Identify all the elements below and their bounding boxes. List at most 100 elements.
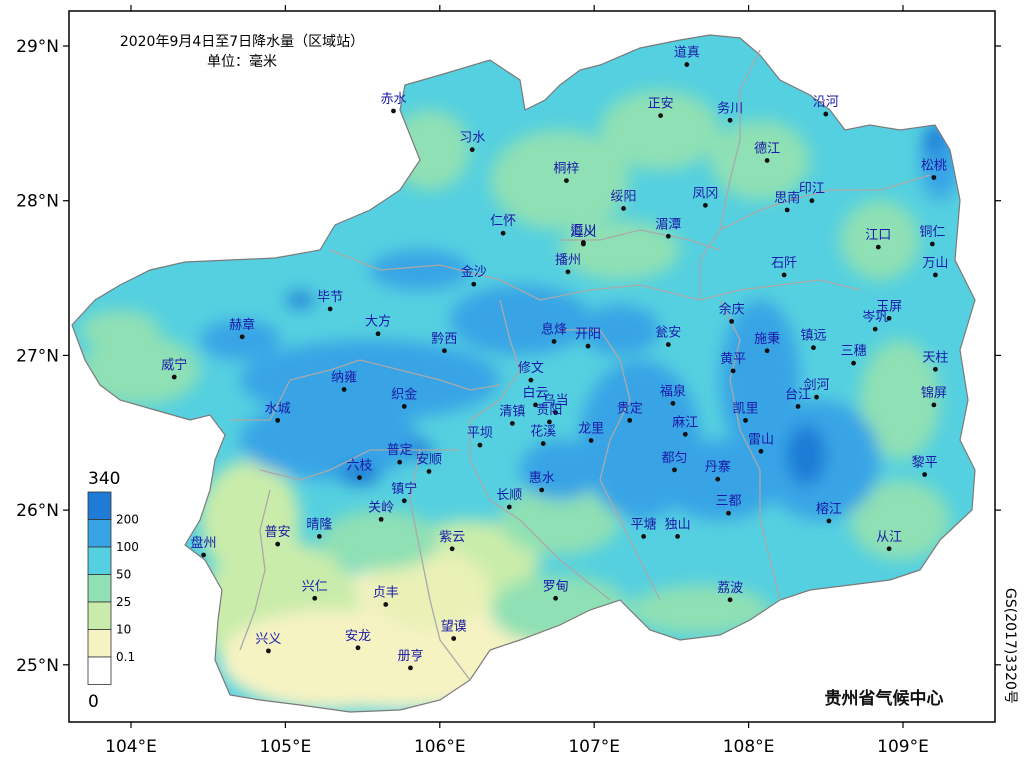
station-label: 白云 bbox=[523, 385, 549, 401]
station: 习水 bbox=[459, 131, 485, 153]
station: 施秉 bbox=[754, 331, 780, 354]
station: 铜仁 bbox=[919, 225, 945, 247]
station-dot bbox=[726, 510, 731, 516]
station: 平坝 bbox=[467, 426, 493, 448]
station: 贵定 bbox=[617, 401, 643, 423]
station-dot bbox=[312, 595, 318, 601]
station-dot bbox=[931, 402, 937, 408]
station: 开阳 bbox=[575, 327, 601, 349]
station: 纳雍 bbox=[331, 369, 357, 392]
station-dot bbox=[509, 421, 515, 426]
station-label: 兴义 bbox=[255, 632, 281, 647]
station-dot bbox=[588, 438, 594, 443]
station-label: 兴仁 bbox=[302, 579, 328, 594]
station: 江口 bbox=[865, 228, 891, 250]
station-dot bbox=[658, 113, 663, 119]
lat-label: 26°N bbox=[16, 501, 59, 521]
station: 六枝 bbox=[347, 459, 373, 481]
lon-label: 107°E bbox=[568, 737, 620, 757]
legend-bins: 200 100 50 25 10 0.1 bbox=[87, 491, 139, 685]
station-dot bbox=[553, 410, 558, 416]
station-dot bbox=[357, 475, 362, 481]
station-dot bbox=[684, 62, 690, 67]
station-label: 关岭 bbox=[368, 500, 394, 515]
legend: 340 200 100 50 25 10 0.1 0 bbox=[87, 469, 139, 712]
station-label: 福泉 bbox=[660, 383, 686, 399]
station-dot bbox=[477, 442, 483, 448]
station-dot bbox=[727, 597, 733, 603]
station-dot bbox=[266, 648, 271, 654]
station-label: 普定 bbox=[387, 443, 413, 458]
station-dot bbox=[580, 240, 586, 245]
lon-label: 106°E bbox=[414, 737, 466, 757]
station: 威宁 bbox=[161, 357, 187, 380]
station-label: 凤冈 bbox=[692, 186, 718, 201]
station: 清镇 bbox=[499, 404, 525, 426]
station: 黎平 bbox=[912, 456, 938, 477]
map-code: GS(2017)3320号 bbox=[1002, 588, 1018, 704]
station-dot bbox=[743, 417, 748, 423]
station-dot bbox=[585, 343, 591, 349]
station-dot bbox=[528, 377, 534, 383]
lon-label: 104°E bbox=[105, 737, 157, 757]
station-label: 习水 bbox=[459, 131, 485, 146]
station-label: 望谟 bbox=[441, 619, 467, 635]
lon-label: 105°E bbox=[260, 737, 312, 757]
station: 汇川 bbox=[570, 223, 596, 245]
station: 都匀 bbox=[661, 451, 687, 473]
station-dot bbox=[795, 404, 801, 409]
station-dot bbox=[781, 272, 787, 278]
station-dot bbox=[506, 504, 512, 510]
station-label: 绥阳 bbox=[611, 189, 637, 204]
station-dot bbox=[275, 541, 281, 547]
station-label: 松桃 bbox=[921, 158, 947, 173]
station-label: 镇远 bbox=[800, 329, 826, 344]
station-dot bbox=[682, 431, 688, 437]
station: 凤冈 bbox=[692, 186, 718, 208]
station-dot bbox=[702, 202, 708, 208]
station: 凯里 bbox=[733, 401, 759, 423]
station-dot bbox=[823, 111, 829, 117]
station: 余庆 bbox=[719, 301, 745, 324]
station: 兴义 bbox=[255, 632, 281, 654]
legend-max-label: 340 bbox=[88, 469, 120, 489]
station-dot bbox=[408, 665, 413, 671]
station: 台江 bbox=[785, 387, 811, 409]
station-dot bbox=[675, 533, 680, 539]
station-dot bbox=[665, 233, 671, 239]
legend-swatch bbox=[87, 629, 112, 658]
station-dot bbox=[239, 334, 245, 340]
station-dot bbox=[327, 306, 333, 312]
station-label: 紫云 bbox=[439, 530, 465, 545]
station: 绥阳 bbox=[611, 189, 637, 211]
station: 印江 bbox=[799, 182, 825, 204]
legend-swatch bbox=[87, 574, 112, 603]
station-dot bbox=[391, 108, 396, 114]
lat-label: 28°N bbox=[16, 192, 59, 212]
legend-bin-label: 100 bbox=[116, 540, 139, 554]
station: 大方 bbox=[365, 314, 391, 337]
station-dot bbox=[426, 469, 432, 474]
station-label: 从江 bbox=[876, 530, 902, 545]
station-label: 都匀 bbox=[661, 451, 687, 466]
station-label: 罗甸 bbox=[543, 579, 569, 594]
station-label: 毕节 bbox=[317, 290, 343, 305]
station-dot bbox=[449, 546, 455, 552]
station-dot bbox=[729, 318, 735, 324]
station-label: 长顺 bbox=[496, 488, 522, 503]
station-label: 道真 bbox=[674, 46, 700, 61]
station: 镇宁 bbox=[391, 481, 417, 504]
station-label: 开阳 bbox=[575, 327, 601, 342]
station-dot bbox=[171, 374, 177, 380]
station-label: 岑巩 bbox=[862, 310, 888, 325]
station-label: 余庆 bbox=[719, 301, 745, 317]
station-label: 平塘 bbox=[631, 516, 657, 532]
station-label: 凯里 bbox=[733, 401, 759, 416]
station-label: 汇川 bbox=[570, 223, 596, 238]
station-dot bbox=[442, 348, 447, 354]
station: 玉屏 bbox=[876, 299, 902, 321]
station: 丹寨 bbox=[705, 459, 731, 482]
legend-bin-label: 10 bbox=[116, 623, 131, 637]
station-dot bbox=[809, 198, 815, 204]
station-label: 水城 bbox=[265, 401, 291, 416]
